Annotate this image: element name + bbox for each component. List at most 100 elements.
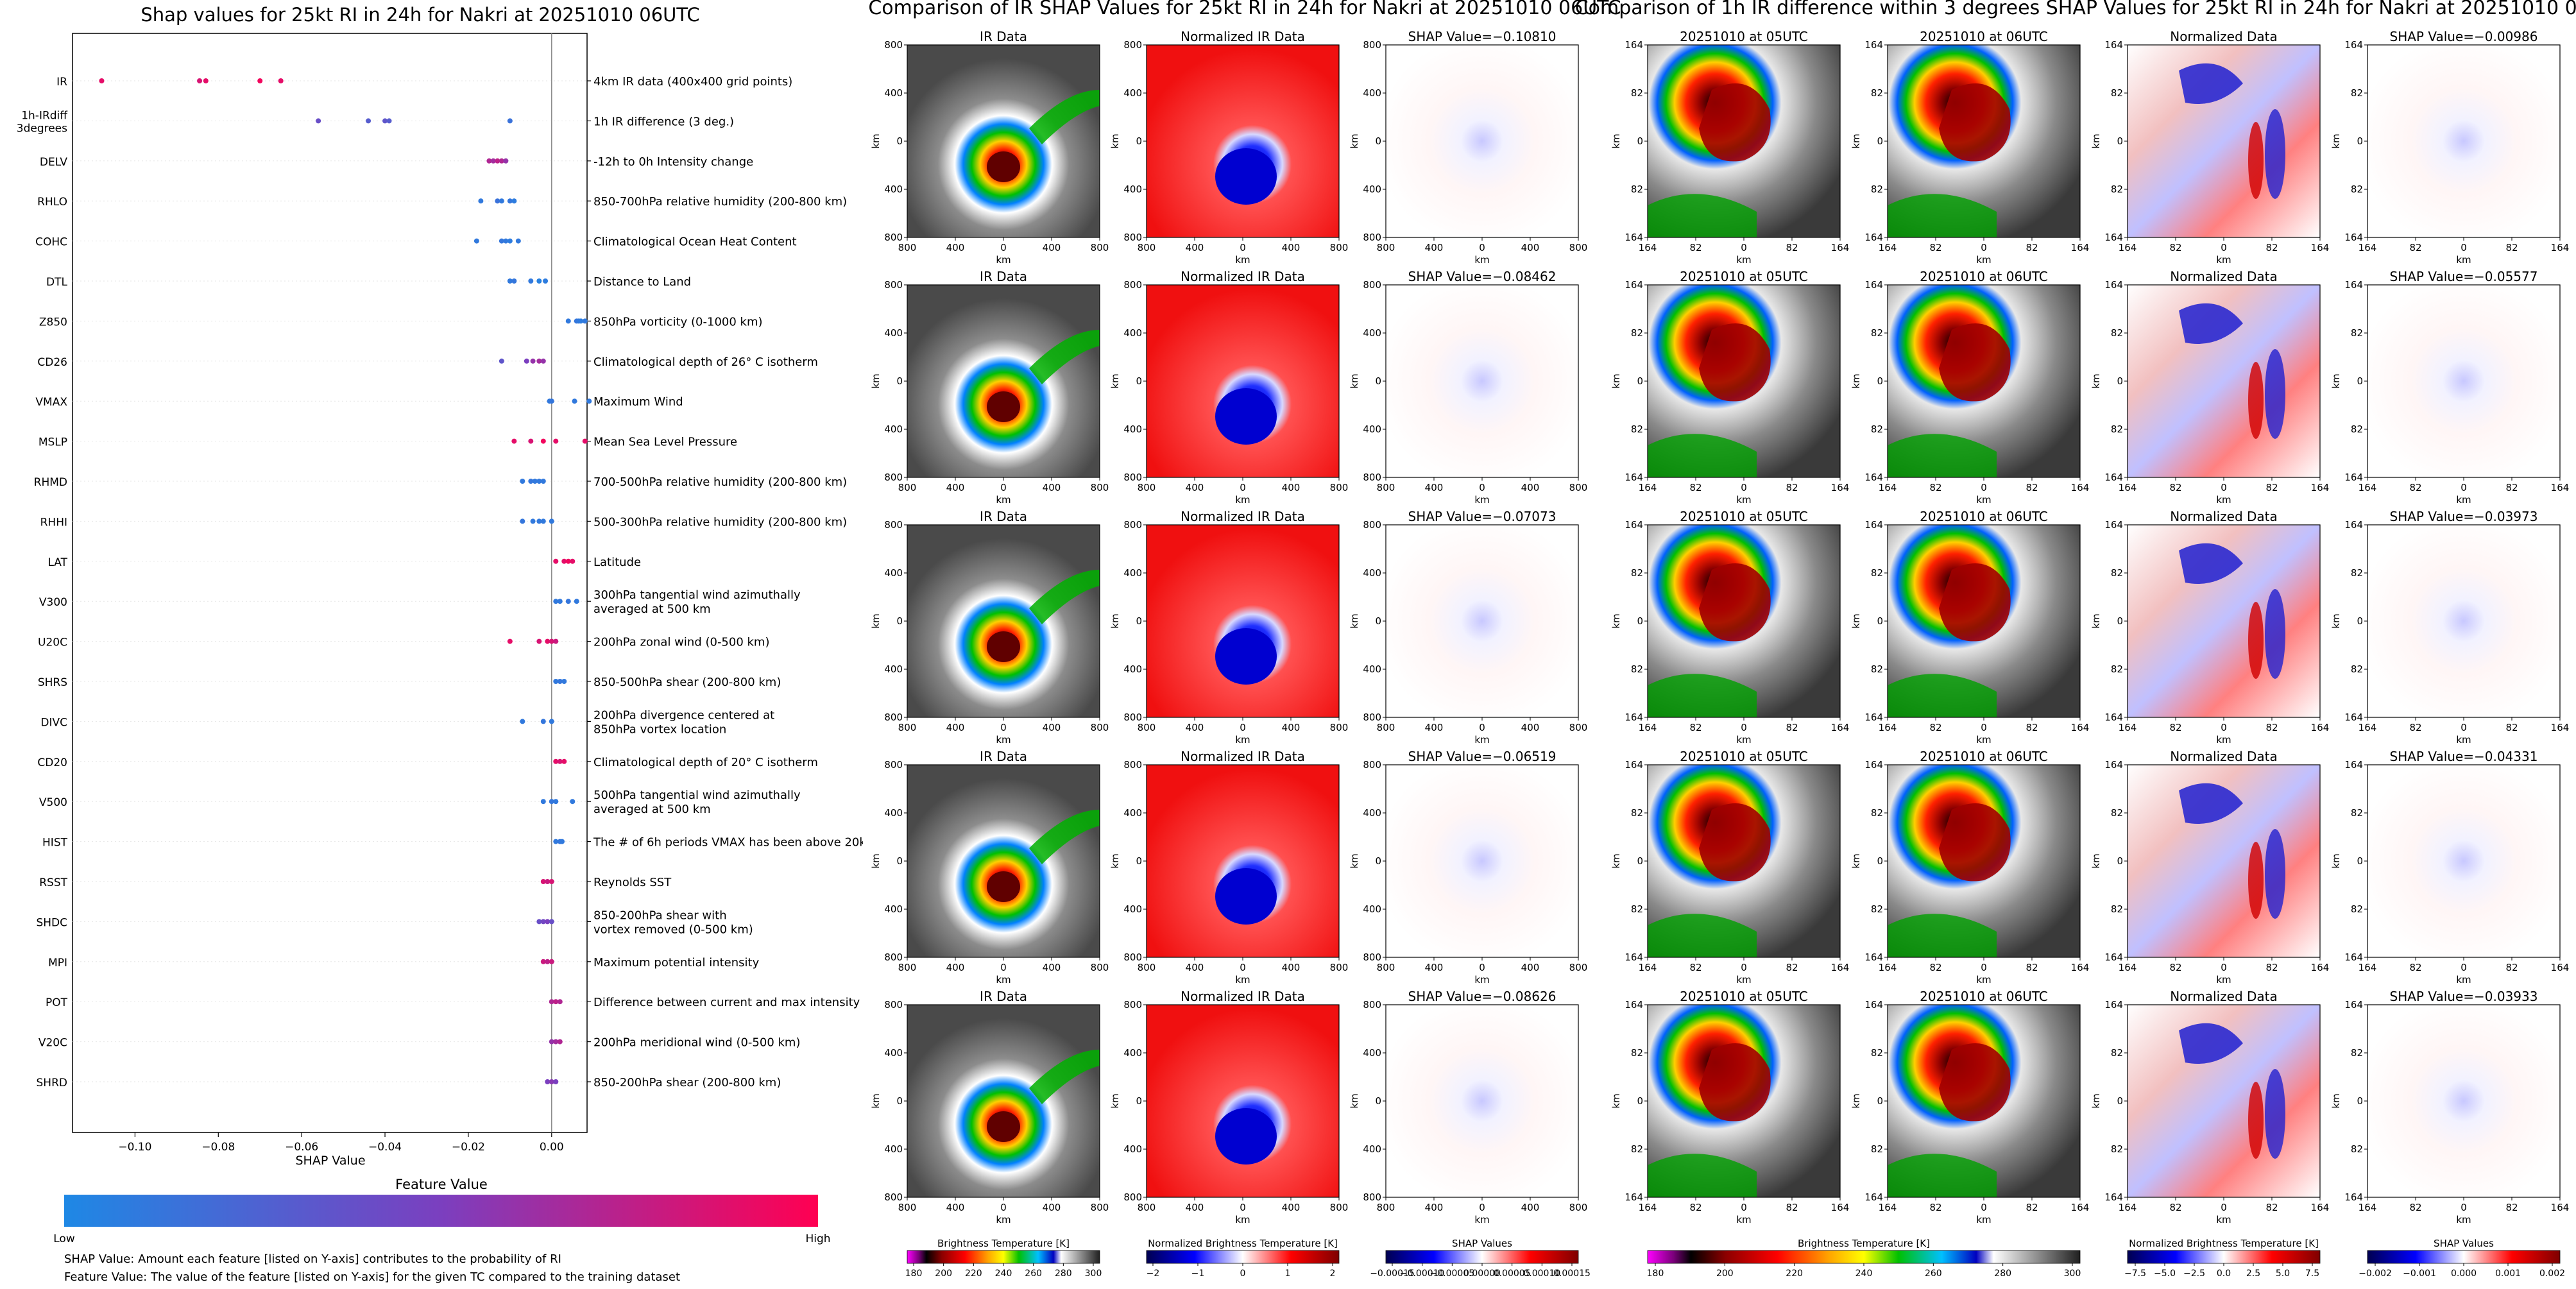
shap-point xyxy=(536,358,542,364)
x-tick-label: 164 xyxy=(2119,482,2137,493)
feature-label: V300 xyxy=(39,596,67,609)
x-tick-label: 0 xyxy=(2221,962,2227,973)
x-tick-label: 400 xyxy=(1425,722,1444,733)
panel-title: Normalized IR Data xyxy=(1181,509,1305,524)
x-tick-label: 164 xyxy=(2551,1202,2570,1213)
y-tick-label: 82 xyxy=(1871,567,1883,579)
x-tick-label: 82 xyxy=(1689,962,1702,973)
x-tick-label: 400 xyxy=(946,242,965,253)
colorbar-gradient xyxy=(1647,1250,2081,1264)
colorbar-tick-label: 2 xyxy=(1330,1268,1336,1279)
x-tick-label: 800 xyxy=(1138,962,1156,973)
feature-description: 4km IR data (400x400 grid points) xyxy=(593,75,792,89)
y-tick-label: 82 xyxy=(2111,1143,2123,1155)
y-tick-label: 0 xyxy=(1136,615,1142,627)
shap-point xyxy=(203,78,209,83)
footnote-shap: SHAP Value: Amount each feature [listed … xyxy=(64,1252,561,1266)
x-tick-label: 800 xyxy=(898,482,917,493)
y-tick-label: 164 xyxy=(1625,279,1643,291)
y-tick-label: 164 xyxy=(2104,759,2123,771)
panel-title: Normalized Data xyxy=(2170,509,2278,524)
shap-point xyxy=(540,919,546,925)
y-tick-label: 82 xyxy=(2111,567,2123,579)
ir-colorbars: Brightness Temperature [K] 180 200 220 240 26… xyxy=(905,1238,1591,1279)
feature-label: COHC xyxy=(35,236,67,249)
feature-description: 500hPa tangential wind azimuthally xyxy=(593,789,801,802)
y-axis-label: km xyxy=(1610,613,1622,628)
y-tick-label: 82 xyxy=(1871,327,1883,339)
panel-title: SHAP Value=−0.03933 xyxy=(2390,989,2538,1004)
y-tick-label: 800 xyxy=(1123,952,1142,963)
shap-point xyxy=(540,438,546,444)
x-tick-label: 0 xyxy=(2221,722,2227,733)
feature-description: The # of 6h periods VMAX has been above … xyxy=(593,836,863,849)
y-tick-label: 164 xyxy=(2344,999,2363,1011)
y-tick-label: 164 xyxy=(2104,472,2123,483)
y-tick-label: 400 xyxy=(1123,663,1142,675)
x-tick-label: 400 xyxy=(1043,962,1061,973)
y-tick-label: 82 xyxy=(2351,567,2363,579)
shap-point xyxy=(511,198,517,204)
y-axis-label: km xyxy=(2330,133,2342,148)
feature-row-shrd: SHRD 850-200hPa shear (200-800 km) xyxy=(37,1076,781,1089)
panel-title: Normalized Data xyxy=(2170,989,2278,1004)
diff-colorbar-3: SHAP Values −0.002 −0.001 0.000 0.001 0.002 xyxy=(2358,1238,2565,1279)
x-tick-label: 82 xyxy=(2505,722,2518,733)
x-tick-label: 164 xyxy=(2071,242,2090,253)
y-axis-label: km xyxy=(1109,373,1121,388)
shap-beeswarm-chart: Shap values for 25kt RI in 24h for Nakri… xyxy=(17,4,863,1284)
y-tick-label: 0 xyxy=(2357,855,2363,867)
shap-point xyxy=(545,919,550,925)
y-tick-label: 164 xyxy=(1625,952,1643,963)
shap-point xyxy=(530,518,536,524)
panel-title: SHAP Value=−0.06519 xyxy=(1408,749,1557,764)
x-tick-label: 0 xyxy=(1981,962,1987,973)
convective-core xyxy=(1699,1043,1771,1122)
x-tick-label: 400 xyxy=(1521,482,1540,493)
land-band xyxy=(1648,194,1757,237)
y-axis-label: km xyxy=(2330,1093,2342,1108)
shap-point xyxy=(536,479,542,484)
shap-point xyxy=(582,438,588,444)
x-tick-label: 164 xyxy=(2551,962,2570,973)
x-tick-label: 800 xyxy=(1377,242,1395,253)
ir-colorbar-1: Brightness Temperature [K] 180 200 220 240 26… xyxy=(905,1238,1102,1279)
x-tick-label: 800 xyxy=(898,962,917,973)
y-tick-label: 800 xyxy=(1363,759,1381,771)
feature-description: Climatological Ocean Heat Content xyxy=(593,235,797,249)
x-tick-label: 82 xyxy=(2026,482,2038,493)
shap-point xyxy=(553,638,559,644)
negative-streak xyxy=(2265,1069,2285,1159)
positive-streak xyxy=(2248,362,2264,439)
panel-image xyxy=(907,45,1100,237)
y-tick-label: 164 xyxy=(1625,999,1643,1011)
x-tick-label: 400 xyxy=(1521,242,1540,253)
panel-title: IR Data xyxy=(980,269,1027,284)
shap-point xyxy=(549,919,554,925)
y-tick-label: 800 xyxy=(1363,712,1381,723)
x-tick-label: −0.08 xyxy=(201,1141,235,1154)
y-tick-label: 400 xyxy=(1363,903,1381,915)
x-tick-label: 82 xyxy=(2265,1202,2278,1213)
x-tick-label: 0 xyxy=(1981,722,1987,733)
x-axis-label: km xyxy=(996,1214,1011,1225)
shap-point xyxy=(561,558,567,564)
feature-row-z850: Z850 850hPa vorticity (0-1000 km) xyxy=(39,315,763,329)
x-tick-label: −0.10 xyxy=(118,1141,151,1154)
x-tick-label: 800 xyxy=(1138,242,1156,253)
shap-point xyxy=(553,1079,559,1084)
x-tick-label: 400 xyxy=(1282,482,1301,493)
shap-point xyxy=(540,719,546,724)
y-tick-label: 164 xyxy=(2344,712,2363,723)
feature-description: 850hPa vorticity (0-1000 km) xyxy=(593,315,763,329)
x-axis-label: km xyxy=(2216,734,2231,746)
